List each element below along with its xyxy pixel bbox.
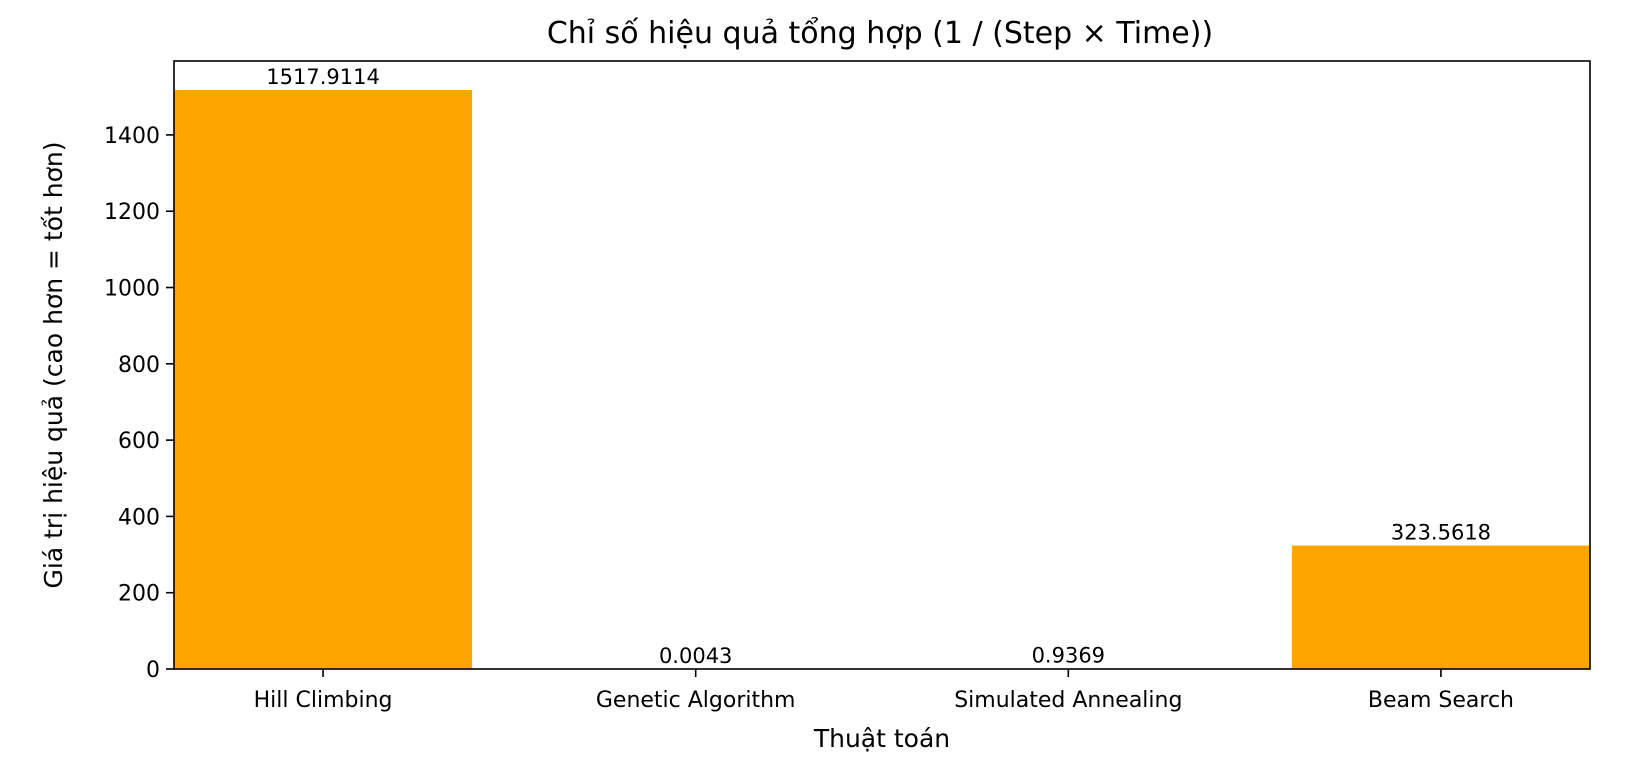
value-label-simulated-annealing: 0.9369 xyxy=(1032,644,1105,668)
x-tick-label-genetic-algorithm: Genetic Algorithm xyxy=(596,688,796,713)
y-axis-label: Giá trị hiệu quả (cao hơn = tốt hơn) xyxy=(39,142,68,589)
x-tick-label-hill-climbing: Hill Climbing xyxy=(254,688,393,713)
chart-title: Chỉ số hiệu quả tổng hợp (1 / (Step × Ti… xyxy=(547,15,1213,51)
plot-area: 1517.9114 0.0043 0.9369 323.5618 xyxy=(173,60,1591,670)
y-tick-label-1400: 1400 xyxy=(104,124,160,149)
y-tick-label-600: 600 xyxy=(118,429,160,454)
x-tick-label-simulated-annealing: Simulated Annealing xyxy=(954,688,1182,713)
y-axis: 0 200 400 600 800 1000 1200 1400 xyxy=(104,124,174,683)
x-axis-label: Thuật toán xyxy=(813,724,950,753)
axes-frame xyxy=(173,60,1591,670)
y-tick-label-1000: 1000 xyxy=(104,277,160,302)
bars xyxy=(174,89,1590,670)
x-tick-label-beam-search: Beam Search xyxy=(1368,688,1514,713)
value-label-hill-climbing: 1517.9114 xyxy=(266,65,380,89)
y-tick-label-0: 0 xyxy=(146,658,160,683)
y-tick-label-200: 200 xyxy=(118,582,160,607)
value-labels: 1517.9114 0.0043 0.9369 323.5618 xyxy=(266,65,1491,668)
y-tick-label-1200: 1200 xyxy=(104,200,160,225)
bar-beam-search xyxy=(1291,545,1590,669)
y-tick-label-400: 400 xyxy=(118,505,160,530)
value-label-beam-search: 323.5618 xyxy=(1391,521,1491,545)
bar-hill-climbing xyxy=(174,89,473,670)
x-axis: Hill Climbing Genetic Algorithm Simulated … xyxy=(254,669,1514,713)
value-label-genetic-algorithm: 0.0043 xyxy=(659,644,732,668)
y-tick-label-800: 800 xyxy=(118,353,160,378)
